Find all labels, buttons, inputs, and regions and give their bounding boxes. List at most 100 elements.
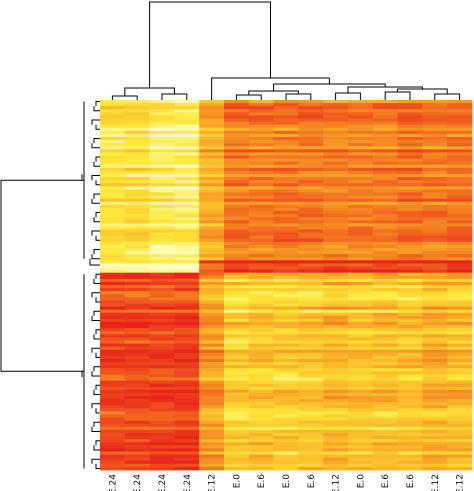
heatmap-cell <box>298 288 324 292</box>
heatmap-cell <box>447 392 473 397</box>
heatmap-cell <box>422 238 448 243</box>
heatmap-cell <box>298 402 324 406</box>
heatmap-cell <box>397 463 423 468</box>
heatmap-cell <box>397 340 423 344</box>
heatmap-cell <box>397 124 423 129</box>
heatmap-cell <box>124 133 150 138</box>
heatmap-cell <box>224 318 250 323</box>
heatmap-cell <box>199 386 225 391</box>
heatmap-cell <box>124 334 150 338</box>
heatmap-cell <box>149 195 175 200</box>
heatmap-cell <box>323 368 349 372</box>
heatmap-cell <box>224 201 250 206</box>
heatmap-cell <box>447 115 473 119</box>
heatmap-cell <box>397 266 423 270</box>
heatmap-cell <box>149 402 175 406</box>
heatmap-cell <box>323 383 349 388</box>
heatmap-cell <box>124 386 150 391</box>
heatmap-cell <box>323 211 349 215</box>
heatmap-cell <box>348 100 374 104</box>
heatmap-cell <box>174 226 200 230</box>
heatmap-cell <box>248 260 274 264</box>
heatmap-cell <box>372 377 398 381</box>
heatmap-cell <box>248 291 274 295</box>
heatmap-cell <box>224 352 250 357</box>
heatmap-cell <box>273 204 299 209</box>
heatmap-cell <box>447 207 473 212</box>
heatmap-cell <box>273 266 299 270</box>
heatmap-cell <box>273 337 299 341</box>
heatmap-cell <box>447 158 473 163</box>
heatmap-cell <box>323 133 349 138</box>
heatmap-cell <box>323 214 349 218</box>
heatmap-cell <box>100 352 126 357</box>
heatmap-cell <box>224 439 250 443</box>
heatmap-cell <box>323 417 349 422</box>
heatmap-cell <box>224 161 250 166</box>
heatmap-cell <box>397 457 423 462</box>
heatmap-cell <box>273 235 299 240</box>
heatmap-cell <box>397 439 423 443</box>
heatmap-cell <box>124 263 150 267</box>
heatmap-cell <box>174 303 200 307</box>
heatmap-cell <box>323 198 349 203</box>
heatmap-cell <box>273 349 299 354</box>
heatmap-cell <box>372 433 398 437</box>
heatmap-cell <box>199 460 225 465</box>
heatmap-cell <box>397 112 423 116</box>
heatmap-cell <box>224 244 250 249</box>
heatmap-cell <box>273 186 299 190</box>
heatmap-cell <box>447 235 473 240</box>
heatmap-cell <box>174 346 200 351</box>
heatmap-cell <box>224 226 250 230</box>
heatmap-cell <box>397 325 423 329</box>
heatmap-cell <box>348 371 374 375</box>
heatmap-cell <box>422 140 448 144</box>
heatmap-cell <box>447 352 473 357</box>
heatmap-cell <box>100 201 126 206</box>
heatmap-cell <box>273 109 299 113</box>
heatmap-cell <box>248 463 274 468</box>
heatmap-cell <box>273 396 299 400</box>
heatmap-cell <box>124 337 150 341</box>
heatmap-cell <box>372 223 398 227</box>
heatmap-cell <box>372 189 398 193</box>
heatmap-cell <box>149 297 175 301</box>
column-label: E.12 <box>431 474 441 491</box>
heatmap-cell <box>124 158 150 163</box>
heatmap-cell <box>100 204 126 209</box>
heatmap-cell <box>298 423 324 428</box>
heatmap-cell <box>397 294 423 298</box>
column-label: E.24 <box>108 474 118 491</box>
heatmap-cell <box>422 414 448 418</box>
heatmap-cell <box>248 362 274 366</box>
heatmap-cell <box>447 278 473 283</box>
heatmap-cell <box>323 463 349 468</box>
heatmap-cell <box>248 457 274 462</box>
heatmap-cell <box>224 340 250 344</box>
heatmap-cell <box>348 331 374 335</box>
heatmap-cell <box>199 389 225 394</box>
heatmap-cell <box>397 183 423 187</box>
heatmap-cell <box>323 420 349 425</box>
heatmap-cell <box>248 383 274 388</box>
heatmap-cell <box>100 281 126 286</box>
heatmap-cell <box>397 281 423 286</box>
heatmap-cell <box>224 155 250 159</box>
heatmap-cell <box>447 362 473 366</box>
heatmap-cell <box>273 214 299 218</box>
heatmap-cell <box>372 334 398 338</box>
heatmap-cell <box>174 244 200 249</box>
heatmap-cell <box>372 285 398 289</box>
heatmap-cell <box>348 442 374 446</box>
heatmap-cell <box>224 306 250 311</box>
heatmap-cell <box>174 466 200 471</box>
heatmap-cell <box>372 248 398 252</box>
heatmap-cell <box>422 174 448 178</box>
heatmap-cell <box>248 445 274 449</box>
heatmap-cell <box>199 235 225 240</box>
heatmap-cell <box>149 423 175 428</box>
heatmap-cell <box>100 115 126 119</box>
heatmap-cell <box>397 149 423 153</box>
heatmap-cell <box>100 448 126 452</box>
